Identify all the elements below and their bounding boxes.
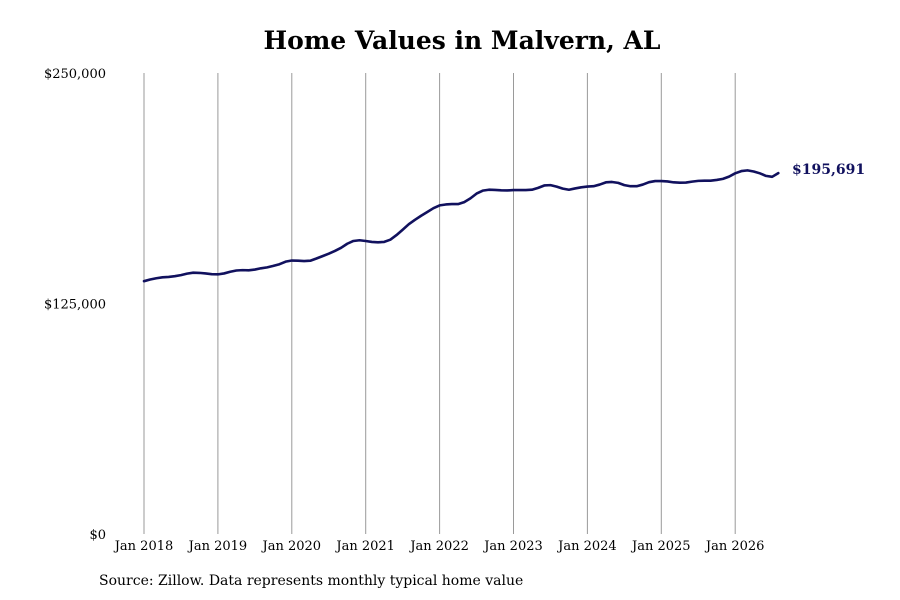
x-tick-label: Jan 2025 — [630, 539, 691, 554]
x-tick-label: Jan 2023 — [482, 539, 543, 554]
source-note: Source: Zillow. Data represents monthly … — [99, 573, 524, 589]
x-tick-label: Jan 2024 — [556, 539, 617, 554]
end-value-label: $195,691 — [792, 162, 865, 178]
chart-title: Home Values in Malvern, AL — [263, 26, 661, 55]
x-tick-label: Jan 2022 — [408, 539, 469, 554]
x-tick-label: Jan 2019 — [187, 539, 248, 554]
x-tick-label: Jan 2020 — [261, 539, 322, 554]
series-line — [142, 169, 780, 283]
y-tick-label: $0 — [89, 528, 106, 543]
x-tick-label: Jan 2018 — [113, 539, 174, 554]
x-tick-label: Jan 2026 — [704, 539, 765, 554]
x-tick-label: Jan 2021 — [334, 539, 395, 554]
y-tick-label: $250,000 — [44, 67, 106, 82]
y-tick-label: $125,000 — [44, 298, 106, 313]
